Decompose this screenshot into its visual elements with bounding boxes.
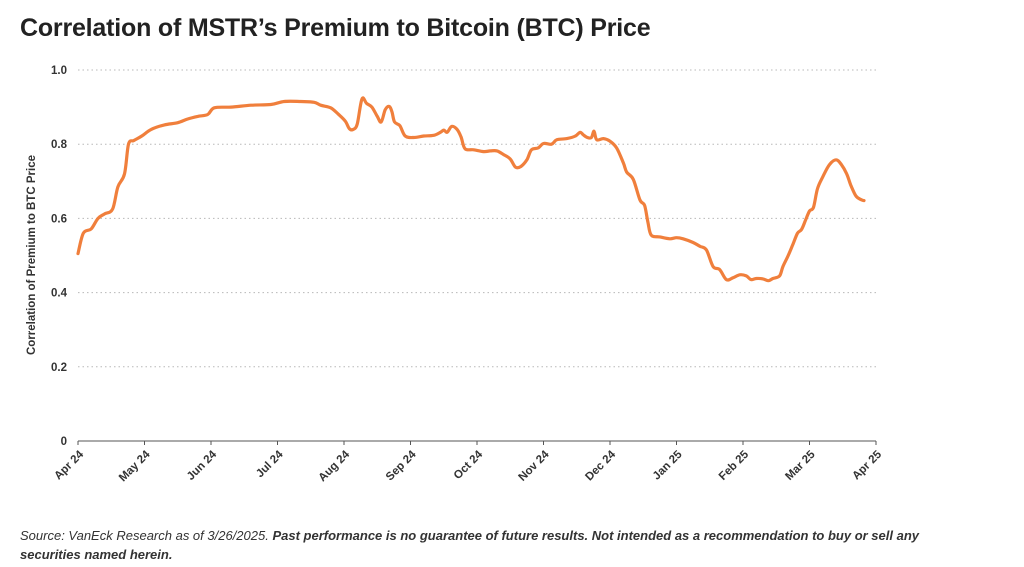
x-tick-label: Jul 24 xyxy=(254,448,286,480)
x-tick-label: Sep 24 xyxy=(384,448,419,483)
x-tick-label: Nov 24 xyxy=(516,448,552,484)
x-tick-label: Dec 24 xyxy=(583,448,618,483)
footnote: Source: VanEck Research as of 3/26/2025.… xyxy=(20,526,920,564)
chart-area: 0 0.2 0.4 0.6 0.8 1.0 Apr 24 May 24 Jun 24 Jul 2… xyxy=(26,65,885,484)
y-tick-label: 0.6 xyxy=(51,213,67,225)
y-tick-label: 1.0 xyxy=(51,65,67,77)
y-axis-label: Correlation of Premium to BTC Price xyxy=(26,155,38,355)
y-tick-label: 0 xyxy=(61,436,67,448)
x-tick-label: Mar 25 xyxy=(783,448,818,483)
chart-title: Correlation of MSTR’s Premium to Bitcoin… xyxy=(20,14,651,42)
x-tick-label: Oct 24 xyxy=(452,448,486,482)
y-tick-label: 0.2 xyxy=(51,362,67,374)
y-tick-label: 0.4 xyxy=(51,288,68,300)
x-tick-labels: Apr 24 May 24 Jun 24 Jul 24 Aug 24 Sep 24 Oct … xyxy=(52,441,885,484)
x-tick-label: Jan 25 xyxy=(651,448,685,482)
x-tick-label: Aug 24 xyxy=(317,448,353,484)
y-tick-labels: 0 0.2 0.4 0.6 0.8 1.0 xyxy=(51,65,68,448)
series-line-correlation xyxy=(76,96,866,283)
gridlines xyxy=(78,69,876,368)
x-tick-label: Jun 24 xyxy=(185,448,220,483)
x-tick-label: Apr 25 xyxy=(850,448,884,482)
footnote-disclaimer: Past performance is no guarantee of futu… xyxy=(20,528,919,562)
x-tick-label: Apr 24 xyxy=(52,448,86,482)
footnote-source: Source: VanEck Research as of 3/26/2025. xyxy=(20,528,269,543)
x-tick-label: May 24 xyxy=(117,448,153,484)
y-tick-label: 0.8 xyxy=(51,139,68,151)
x-tick-label: Feb 25 xyxy=(717,448,752,483)
